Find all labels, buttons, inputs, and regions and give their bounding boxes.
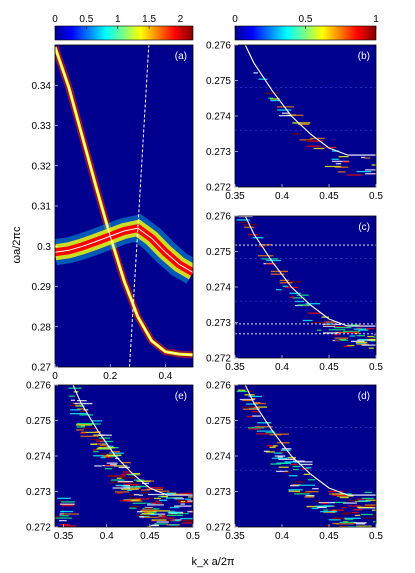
x-tick-label: 0 [52,371,58,382]
y-axis-label: ωa/2πc [11,226,23,263]
heatmap-background [235,45,376,187]
y-tick-label: 0.273 [26,487,51,498]
y-tick-label: 0.276 [206,41,231,52]
mode-curve [244,216,376,327]
heatmap-content [55,45,193,367]
heatmap-content [235,385,376,527]
x-tick-label: 0.5 [369,531,383,542]
y-tick-label: 0.34 [32,81,52,92]
x-tick-label: 0.4 [275,362,289,373]
x-tick-label: 0.2 [103,371,117,382]
colorbar-tick-label: 0 [52,14,58,25]
mode-curve [55,46,193,356]
panel-label: (d) [358,391,370,402]
y-tick-label: 0.3 [37,242,51,253]
colorbar-left [54,25,194,41]
x-tick-label: 0.35 [225,362,245,373]
y-tick-label: 0.272 [206,354,231,365]
colorbar-ticks: 0 0.5 1 1.5 2 0 0.5 1 [52,14,379,29]
y-tick-label: 0.274 [206,452,231,463]
colorbar-tick-label: 1 [115,14,121,25]
panel-label: (a) [175,51,187,62]
y-tick-label: 0.276 [206,381,231,392]
y-tick-label: 0.275 [206,416,231,427]
colorbar-tick-label: 0.5 [299,14,313,25]
x-tick-label: 0.45 [319,531,339,542]
y-tick-label: 0.31 [32,202,52,213]
y-tick-label: 0.273 [206,487,231,498]
x-tick-label: 0.4 [100,531,114,542]
y-tick-label: 0.274 [206,112,231,123]
y-tick-label: 0.27 [32,363,52,374]
heatmap-background [235,216,376,358]
y-tick-label: 0.276 [206,212,231,223]
chart-panel: (d) 0.35 0.4 0.45 0.5 0.272 0.273 0.274 0.275 0.2… [206,381,383,543]
heatmap-content [235,216,376,349]
flat-mode-curve [55,227,193,273]
heatmap-content [55,385,193,527]
colorbar-tick-label: 1 [373,14,379,25]
y-tick-label: 0.273 [206,147,231,158]
x-tick-label: 0.35 [54,531,74,542]
chart-panel: (c) 0.35 0.4 0.45 0.5 0.272 0.273 0.274 0.275 0.2… [206,212,383,374]
panel-label: (c) [358,222,370,233]
y-tick-label: 0.276 [26,381,51,392]
x-tick-label: 0.45 [140,531,160,542]
y-tick-label: 0.33 [32,121,52,132]
colorbar-tick-label: 2 [178,14,184,25]
chart-panel: (b) 0.35 0.4 0.45 0.5 0.272 0.273 0.274 0.275 0.2… [206,41,383,203]
y-tick-label: 0.29 [32,282,52,293]
x-tick-label: 0.5 [369,362,383,373]
colorbar-tick-label: 1.5 [142,14,156,25]
x-tick-label: 0.35 [225,191,245,202]
y-tick-label: 0.274 [206,283,231,294]
light-line [129,45,150,367]
heatmap-content [235,45,376,176]
colorbar-tick-label: 0.5 [79,14,93,25]
y-tick-label: 0.272 [206,183,231,194]
x-tick-label: 0.4 [275,531,289,542]
y-tick-label: 0.275 [206,247,231,258]
colorbar-tick-label: 0 [232,14,238,25]
y-tick-label: 0.32 [32,161,52,172]
y-tick-label: 0.272 [206,523,231,534]
x-tick-label: 0.4 [275,191,289,202]
x-tick-label: 0.5 [186,531,200,542]
chart-panel: (a) 0 0.2 0.4 0.27 0.28 0.29 0.3 0.31 0.32 0.33 0.3… [32,44,194,382]
y-tick-label: 0.274 [26,452,51,463]
y-tick-label: 0.275 [206,76,231,87]
x-tick-label: 0.45 [319,362,339,373]
x-tick-label: 0.5 [369,191,383,202]
y-tick-label: 0.28 [32,322,52,333]
x-tick-label: 0.45 [319,191,339,202]
mode-curve [72,385,193,496]
panel-label: (e) [175,391,187,402]
x-axis-label: k_x a/2π [191,556,234,568]
mode-curve [244,45,376,156]
y-tick-label: 0.272 [26,523,51,534]
heatmap-background [55,45,193,367]
x-tick-label: 0.35 [225,531,245,542]
panel-label: (b) [358,51,370,62]
x-tick-label: 0.4 [158,371,172,382]
mode-curve [244,385,376,496]
chart-panel: (e) 0.35 0.4 0.45 0.5 0.272 0.273 0.274 0.275 0.2… [26,381,200,543]
y-tick-label: 0.275 [26,416,51,427]
y-tick-label: 0.273 [206,318,231,329]
